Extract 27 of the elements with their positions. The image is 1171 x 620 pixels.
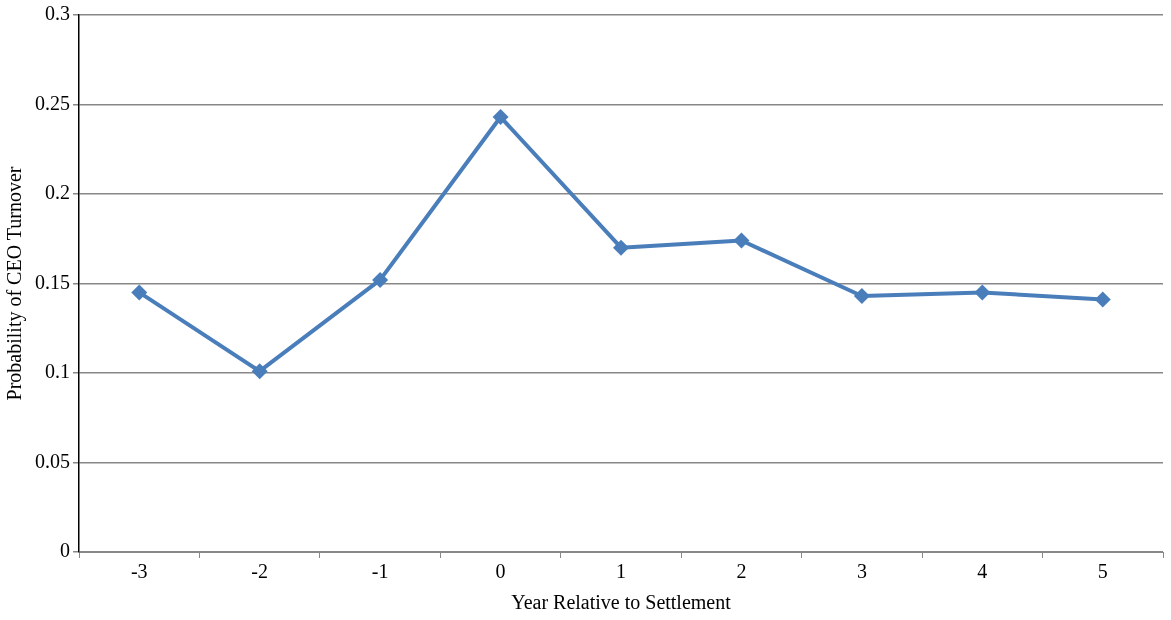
x-tick-label: 2: [736, 560, 747, 583]
point: [131, 284, 148, 301]
y-tick-label: 0.15: [35, 270, 70, 293]
y-tick-label: 0.3: [45, 2, 70, 25]
point: [492, 109, 509, 126]
point: [1094, 291, 1111, 308]
x-axis-title: Year Relative to Settlement: [511, 591, 732, 614]
x-tick-label: -1: [371, 560, 389, 583]
point: [733, 232, 750, 249]
x-tick-label: 5: [1097, 560, 1108, 583]
y-tick-label: 0.25: [35, 91, 70, 114]
point: [251, 363, 268, 380]
y-tick-label: 0.1: [45, 360, 70, 383]
y-tick-label: 0.05: [35, 449, 70, 472]
y-tick-label: 0: [60, 539, 70, 562]
y-axis-title: Probability of CEO Turnover: [3, 166, 27, 401]
x-tick-label: 0: [495, 560, 506, 583]
point: [974, 284, 991, 301]
point: [372, 271, 389, 288]
point: [853, 288, 870, 305]
x-tick-label: -2: [251, 560, 268, 583]
x-tick-label: 4: [977, 560, 988, 583]
x-tick-label: 1: [616, 560, 626, 583]
y-tick-label: 0.2: [45, 181, 70, 204]
x-tick-label: 3: [856, 560, 867, 583]
point: [613, 239, 629, 256]
x-tick-label: -3: [130, 560, 148, 583]
